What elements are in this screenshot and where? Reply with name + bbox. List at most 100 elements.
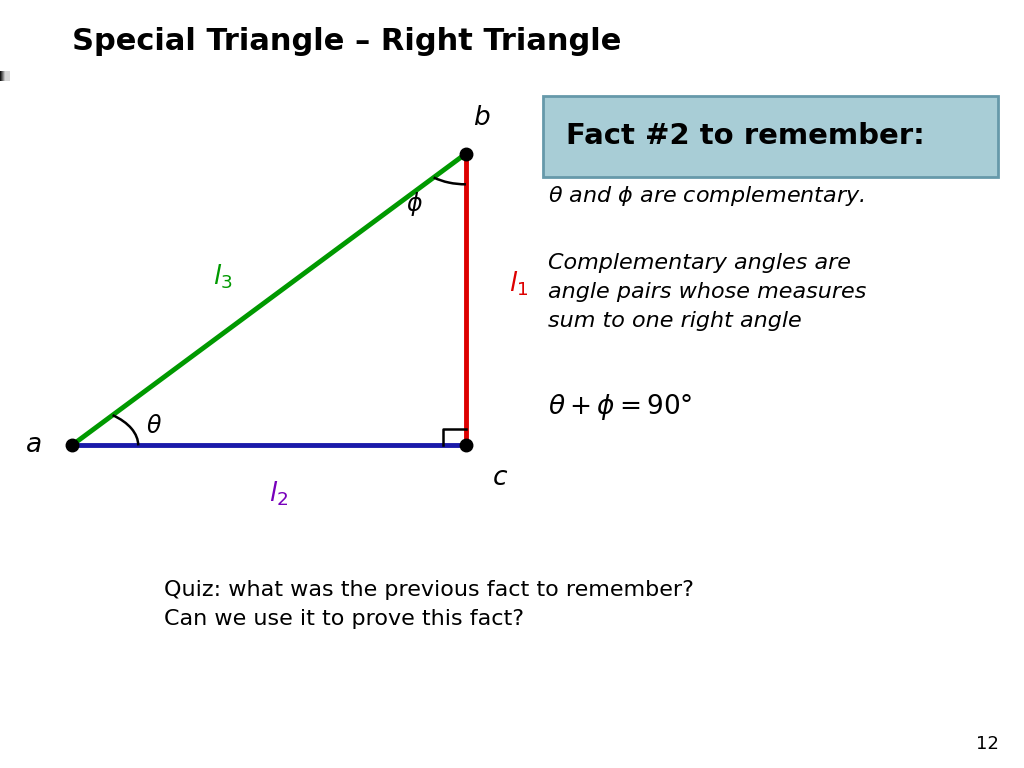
Bar: [5, 71, 10, 81]
Bar: [5, 71, 10, 81]
Bar: [0, 71, 5, 81]
Bar: [2, 71, 7, 81]
Bar: [5, 71, 10, 81]
Bar: [2, 71, 7, 81]
Bar: [3, 71, 8, 81]
Bar: [2, 71, 7, 81]
Bar: [2, 71, 7, 81]
Bar: [4, 71, 9, 81]
Bar: [3, 71, 8, 81]
Text: Special Triangle – Right Triangle: Special Triangle – Right Triangle: [72, 27, 621, 56]
Bar: [4, 71, 9, 81]
Bar: [2, 71, 7, 81]
Bar: [2, 71, 7, 81]
Bar: [1, 71, 6, 81]
Bar: [5, 71, 10, 81]
Bar: [5, 71, 10, 81]
Bar: [4, 71, 9, 81]
Bar: [4, 71, 9, 81]
Bar: [0, 71, 5, 81]
Bar: [3, 71, 8, 81]
Bar: [2, 71, 7, 81]
Bar: [2, 71, 7, 81]
Bar: [1, 71, 6, 81]
Bar: [5, 71, 10, 81]
Bar: [2, 71, 7, 81]
Bar: [1, 71, 6, 81]
Bar: [2, 71, 7, 81]
Bar: [4, 71, 9, 81]
Bar: [2, 71, 7, 81]
Bar: [3, 71, 8, 81]
Bar: [3, 71, 8, 81]
Bar: [4, 71, 9, 81]
Bar: [2, 71, 7, 81]
Bar: [1, 71, 6, 81]
Bar: [1, 71, 6, 81]
Bar: [5, 71, 10, 81]
Bar: [0, 71, 5, 81]
Bar: [2, 71, 7, 81]
Bar: [1, 71, 6, 81]
Bar: [0, 71, 5, 81]
Bar: [2, 71, 7, 81]
Bar: [0, 71, 5, 81]
Bar: [1, 71, 6, 81]
Bar: [4, 71, 9, 81]
Bar: [4, 71, 9, 81]
Bar: [0, 71, 5, 81]
Bar: [1, 71, 6, 81]
Bar: [1, 71, 6, 81]
Bar: [1, 71, 6, 81]
Bar: [4, 71, 9, 81]
Bar: [4, 71, 9, 81]
Bar: [4, 71, 9, 81]
Text: $b$: $b$: [472, 104, 490, 131]
Bar: [3, 71, 8, 81]
Bar: [4, 71, 9, 81]
Text: Complementary angles are
angle pairs whose measures
sum to one right angle: Complementary angles are angle pairs who…: [548, 253, 866, 331]
Text: $\theta$: $\theta$: [145, 414, 162, 439]
Bar: [3, 71, 8, 81]
Bar: [3, 71, 8, 81]
Bar: [4, 71, 9, 81]
Bar: [0, 71, 5, 81]
Bar: [5, 71, 10, 81]
Bar: [4, 71, 9, 81]
Bar: [0, 71, 5, 81]
Bar: [3, 71, 8, 81]
Bar: [1, 71, 6, 81]
Bar: [1, 71, 6, 81]
Bar: [3, 71, 8, 81]
Bar: [3, 71, 8, 81]
Bar: [2, 71, 7, 81]
Bar: [1, 71, 6, 81]
Bar: [1, 71, 6, 81]
Bar: [2, 71, 7, 81]
Bar: [1, 71, 6, 81]
Bar: [2, 71, 7, 81]
Bar: [0, 71, 5, 81]
Bar: [0, 71, 5, 81]
Bar: [3, 71, 8, 81]
Bar: [1, 71, 6, 81]
Bar: [4, 71, 9, 81]
Bar: [3, 71, 8, 81]
Bar: [4, 71, 9, 81]
Bar: [5, 71, 10, 81]
Bar: [4, 71, 9, 81]
Bar: [4, 71, 9, 81]
Bar: [3, 71, 8, 81]
Bar: [1, 71, 6, 81]
Bar: [1, 71, 6, 81]
Bar: [2, 71, 7, 81]
Bar: [5, 71, 10, 81]
Bar: [3, 71, 8, 81]
Bar: [3, 71, 8, 81]
Bar: [5, 71, 10, 81]
Bar: [5, 71, 10, 81]
Bar: [3, 71, 8, 81]
Bar: [3, 71, 8, 81]
Text: $l_2$: $l_2$: [269, 480, 289, 508]
Bar: [3, 71, 8, 81]
